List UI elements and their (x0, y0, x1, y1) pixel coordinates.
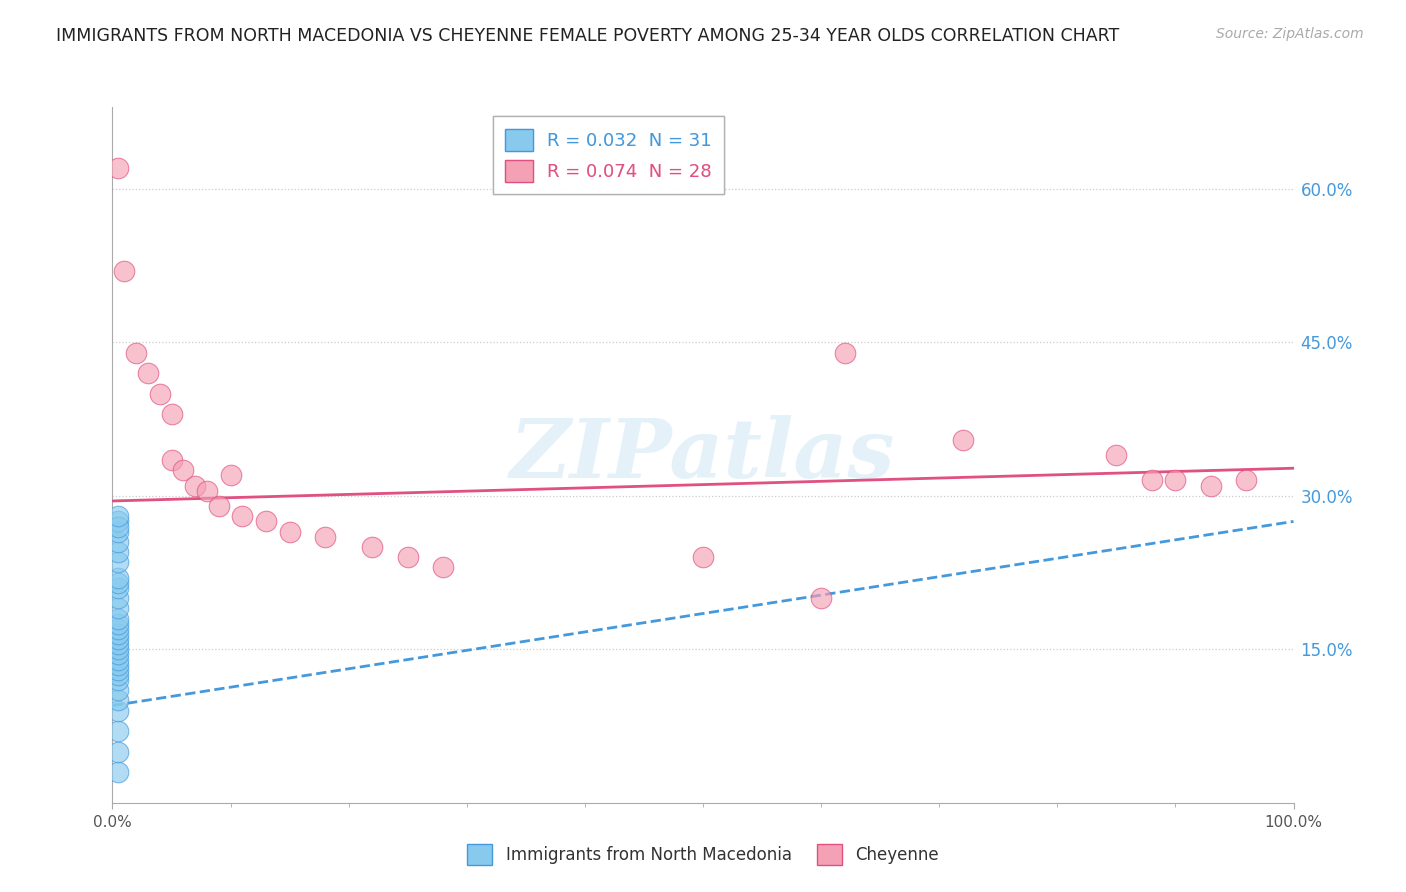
Point (107, 622, 129, 636)
Point (107, 765, 129, 780)
Point (160, 453, 183, 467)
Point (160, 407, 183, 421)
Point (361, 540, 384, 554)
Point (149, 386, 172, 401)
Point (219, 468, 242, 483)
Point (107, 535, 129, 549)
Point (107, 612, 129, 626)
Point (1234, 474, 1257, 488)
Point (1140, 474, 1163, 488)
Point (107, 693, 129, 707)
Point (107, 581, 129, 595)
Point (107, 704, 129, 718)
Point (107, 591, 129, 606)
Point (107, 519, 129, 533)
Point (107, 668, 129, 682)
Point (107, 575, 129, 590)
Point (1199, 478, 1222, 492)
Point (952, 433, 974, 447)
Point (810, 591, 832, 606)
Point (107, 745, 129, 759)
Point (107, 724, 129, 739)
Point (112, 264, 135, 278)
Point (107, 632, 129, 646)
Point (692, 550, 714, 565)
Point (172, 463, 194, 477)
Point (107, 673, 129, 687)
Point (184, 478, 207, 492)
Point (278, 524, 301, 539)
Point (107, 161, 129, 176)
Legend: R = 0.032  N = 31, R = 0.074  N = 28: R = 0.032 N = 31, R = 0.074 N = 28 (492, 116, 724, 194)
Legend: Immigrants from North Macedonia, Cheyenne: Immigrants from North Macedonia, Cheyenn… (457, 834, 949, 875)
Point (107, 663, 129, 677)
Point (107, 601, 129, 615)
Point (107, 555, 129, 569)
Point (396, 550, 419, 565)
Point (231, 509, 253, 524)
Point (314, 530, 336, 544)
Point (107, 652, 129, 666)
Point (107, 627, 129, 641)
Point (834, 345, 856, 359)
Point (208, 499, 231, 513)
Point (107, 515, 129, 529)
Point (1105, 448, 1128, 462)
Point (136, 366, 159, 380)
Point (107, 545, 129, 559)
Point (107, 648, 129, 662)
Point (107, 683, 129, 698)
Point (107, 524, 129, 539)
Text: Source: ZipAtlas.com: Source: ZipAtlas.com (1216, 27, 1364, 41)
Point (107, 642, 129, 657)
Point (107, 657, 129, 672)
Point (432, 560, 454, 574)
Point (107, 616, 129, 631)
Point (125, 345, 148, 359)
Point (107, 509, 129, 524)
Point (195, 483, 218, 498)
Text: IMMIGRANTS FROM NORTH MACEDONIA VS CHEYENNE FEMALE POVERTY AMONG 25-34 YEAR OLDS: IMMIGRANTS FROM NORTH MACEDONIA VS CHEYE… (56, 27, 1119, 45)
Text: ZIPatlas: ZIPatlas (510, 415, 896, 495)
Point (107, 571, 129, 585)
Point (254, 515, 277, 529)
Point (107, 637, 129, 651)
Point (1164, 474, 1187, 488)
